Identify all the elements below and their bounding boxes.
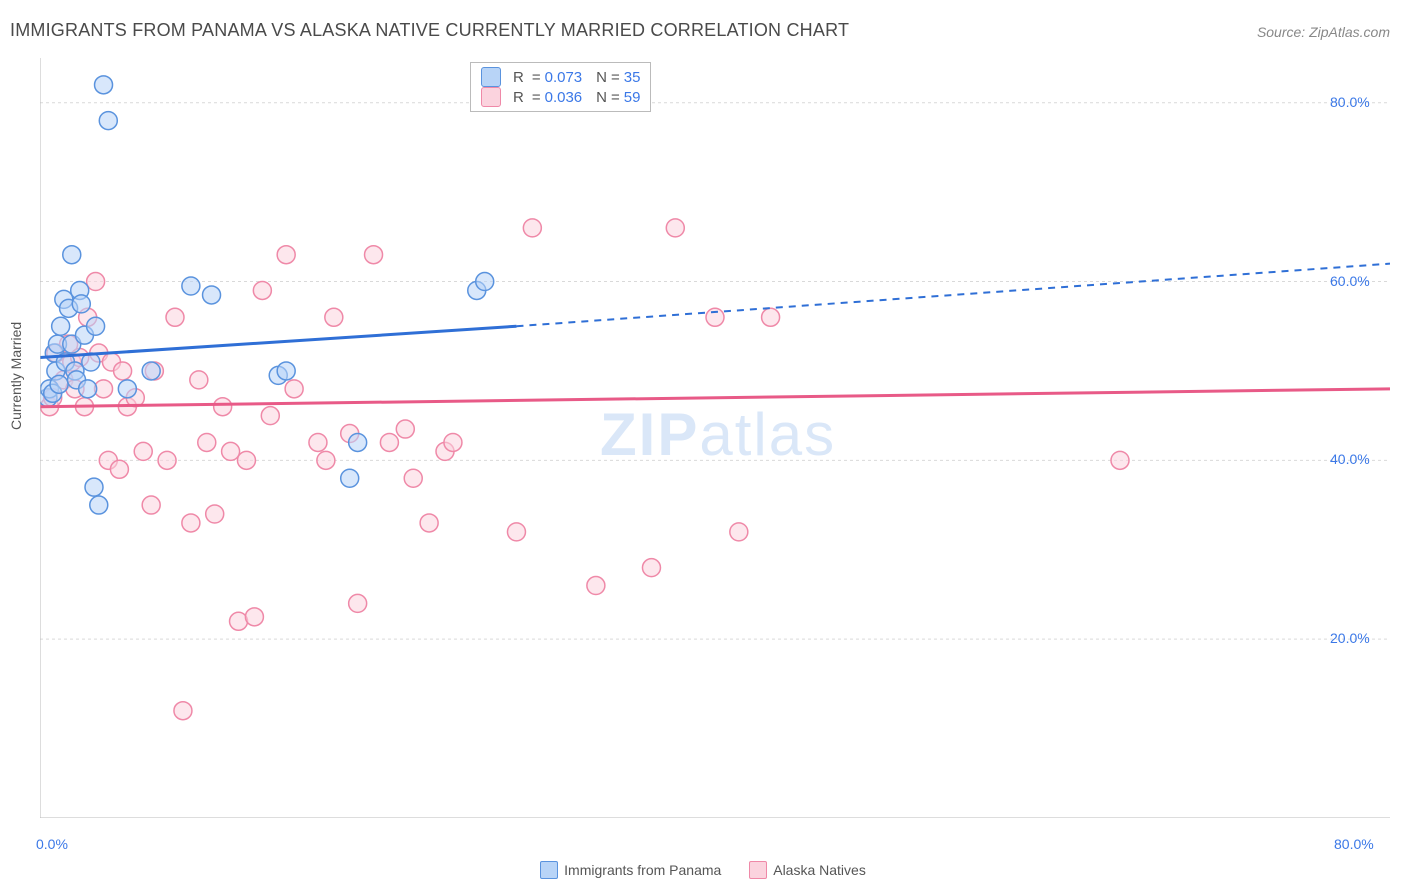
legend-label-alaska: Alaska Natives <box>773 862 866 878</box>
stats-n-value: 35 <box>624 69 641 86</box>
axis-tick-label: 80.0% <box>1334 836 1374 852</box>
stats-row: R=0.073N=35 <box>481 67 640 87</box>
stats-n-value: 59 <box>624 89 641 106</box>
stats-swatch <box>481 87 501 107</box>
stats-n-label: N <box>596 89 607 106</box>
axis-tick-label: 0.0% <box>36 836 68 852</box>
source-attribution: Source: ZipAtlas.com <box>1257 24 1390 40</box>
stats-r-value: 0.036 <box>545 89 583 106</box>
axis-tick-label: 80.0% <box>1330 94 1370 110</box>
source-prefix: Source: <box>1257 24 1309 40</box>
axis-tick-label: 60.0% <box>1330 273 1370 289</box>
axis-tick-label: 20.0% <box>1330 630 1370 646</box>
stats-swatch <box>481 67 501 87</box>
stats-eq: = <box>611 89 620 106</box>
source-site: ZipAtlas.com <box>1309 24 1390 40</box>
stats-eq: = <box>532 89 541 106</box>
stats-eq: = <box>611 69 620 86</box>
legend-swatch-panama <box>540 861 558 879</box>
correlation-scatter-plot <box>40 58 1390 818</box>
axis-tick-label: 40.0% <box>1330 451 1370 467</box>
stats-eq: = <box>532 69 541 86</box>
bottom-legend: Immigrants from Panama Alaska Natives <box>0 861 1406 882</box>
stats-n-label: N <box>596 69 607 86</box>
stats-r-value: 0.073 <box>545 69 583 86</box>
chart-title: IMMIGRANTS FROM PANAMA VS ALASKA NATIVE … <box>10 20 849 41</box>
legend-item-alaska: Alaska Natives <box>749 861 866 879</box>
stats-legend: R=0.073N=35R=0.036N=59 <box>470 62 651 112</box>
y-axis-label: Currently Married <box>8 322 24 430</box>
legend-label-panama: Immigrants from Panama <box>564 862 721 878</box>
stats-r-label: R <box>513 89 524 106</box>
legend-swatch-alaska <box>749 861 767 879</box>
legend-item-panama: Immigrants from Panama <box>540 861 721 879</box>
stats-r-label: R <box>513 69 524 86</box>
stats-row: R=0.036N=59 <box>481 87 640 107</box>
